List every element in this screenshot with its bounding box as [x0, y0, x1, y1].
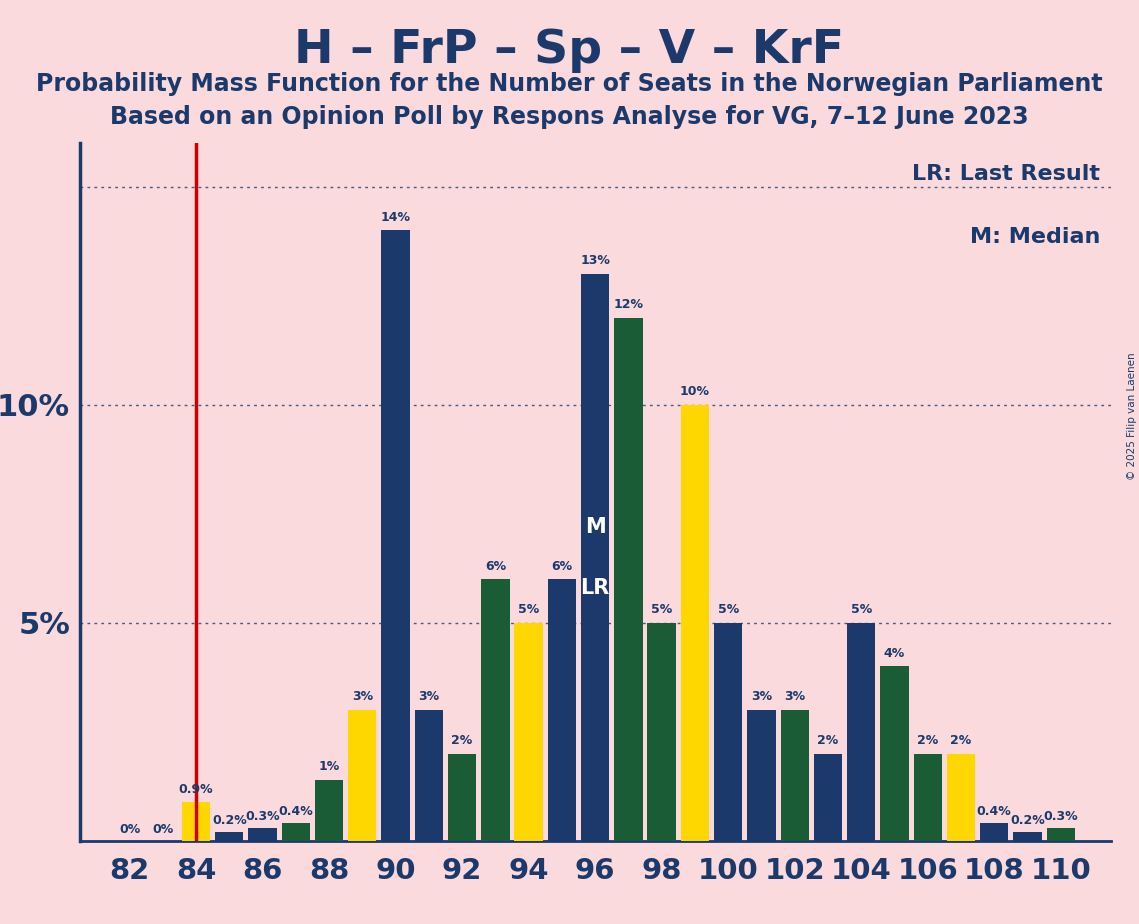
Text: 4%: 4%	[884, 647, 906, 660]
Text: 0.2%: 0.2%	[1010, 814, 1044, 827]
Bar	[880, 666, 909, 841]
Text: 6%: 6%	[551, 560, 573, 573]
Bar	[947, 754, 975, 841]
Bar	[515, 623, 543, 841]
Bar	[681, 405, 708, 841]
Bar	[349, 710, 377, 841]
Text: 10%: 10%	[680, 385, 710, 398]
Text: H – FrP – Sp – V – KrF: H – FrP – Sp – V – KrF	[295, 28, 844, 73]
Bar	[980, 823, 1008, 841]
Text: 1%: 1%	[319, 760, 339, 773]
Text: M: Median: M: Median	[969, 227, 1100, 247]
Text: 2%: 2%	[950, 734, 972, 748]
Text: 3%: 3%	[352, 690, 372, 703]
Bar	[913, 754, 942, 841]
Bar	[581, 274, 609, 841]
Bar	[316, 780, 343, 841]
Text: 3%: 3%	[751, 690, 772, 703]
Text: M: M	[584, 517, 606, 537]
Bar	[382, 230, 410, 841]
Bar	[714, 623, 743, 841]
Bar	[614, 318, 642, 841]
Text: 13%: 13%	[580, 254, 611, 267]
Text: 0.2%: 0.2%	[212, 814, 247, 827]
Text: 0.3%: 0.3%	[1043, 809, 1077, 822]
Text: 3%: 3%	[784, 690, 805, 703]
Bar	[548, 579, 576, 841]
Bar	[847, 623, 875, 841]
Text: 14%: 14%	[380, 211, 411, 224]
Text: 0.9%: 0.9%	[179, 784, 213, 796]
Text: 0%: 0%	[153, 822, 173, 835]
Text: Based on an Opinion Poll by Respons Analyse for VG, 7–12 June 2023: Based on an Opinion Poll by Respons Anal…	[110, 105, 1029, 129]
Bar	[813, 754, 842, 841]
Bar	[448, 754, 476, 841]
Text: 0.3%: 0.3%	[245, 809, 280, 822]
Text: LR: LR	[581, 578, 609, 598]
Text: 2%: 2%	[917, 734, 939, 748]
Bar	[215, 833, 244, 841]
Text: 2%: 2%	[818, 734, 838, 748]
Bar	[182, 802, 211, 841]
Text: 5%: 5%	[518, 603, 539, 616]
Text: 5%: 5%	[851, 603, 871, 616]
Text: 12%: 12%	[614, 298, 644, 311]
Text: 0%: 0%	[118, 822, 140, 835]
Bar	[747, 710, 776, 841]
Text: 0.4%: 0.4%	[279, 805, 313, 818]
Text: 5%: 5%	[652, 603, 672, 616]
Bar	[248, 828, 277, 841]
Bar	[647, 623, 675, 841]
Text: 2%: 2%	[451, 734, 473, 748]
Text: 0.4%: 0.4%	[977, 805, 1011, 818]
Text: © 2025 Filip van Laenen: © 2025 Filip van Laenen	[1126, 352, 1137, 480]
Bar	[415, 710, 443, 841]
Bar	[780, 710, 809, 841]
Text: Probability Mass Function for the Number of Seats in the Norwegian Parliament: Probability Mass Function for the Number…	[36, 72, 1103, 96]
Text: 5%: 5%	[718, 603, 739, 616]
Text: LR: Last Result: LR: Last Result	[912, 164, 1100, 184]
Text: 6%: 6%	[485, 560, 506, 573]
Bar	[1047, 828, 1075, 841]
Bar	[281, 823, 310, 841]
Bar	[1014, 833, 1041, 841]
Text: 3%: 3%	[418, 690, 440, 703]
Bar	[482, 579, 509, 841]
